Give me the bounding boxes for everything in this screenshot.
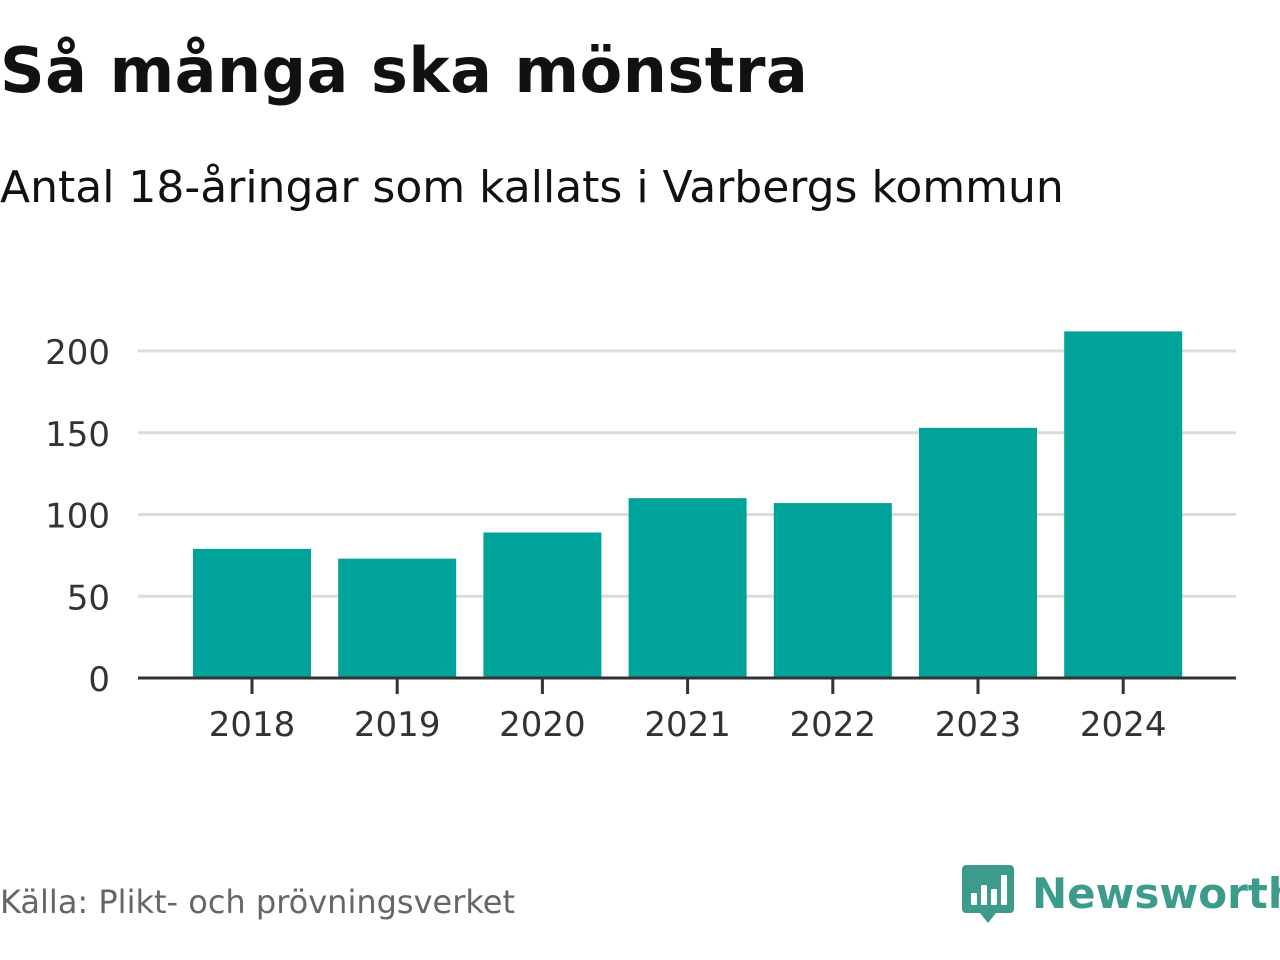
y-tick-label: 0	[88, 660, 110, 700]
brand-logo: Newsworthy	[962, 862, 1280, 926]
bar-chart: 0 50 100 150 200 2018 2019 2020 2021 2022 2023 202…	[45, 331, 1236, 745]
bar-2021	[628, 498, 747, 678]
chart-title: Så många ska mönstra	[0, 34, 809, 107]
bar-2023	[919, 427, 1037, 678]
newsworthy-logo-icon	[962, 865, 1014, 923]
bar-2018	[193, 548, 311, 678]
bar-2020	[483, 532, 602, 678]
x-axis: 2018 2019 2020 2021 2022 2023 2024	[138, 676, 1236, 745]
x-tick-label: 2022	[790, 705, 877, 745]
x-tick-label: 2023	[935, 705, 1022, 745]
x-tick-label: 2020	[499, 705, 586, 745]
x-tick-label: 2021	[644, 705, 731, 745]
brand-name: Newsworthy	[1032, 869, 1280, 918]
bars	[193, 331, 1183, 678]
bar-2022	[773, 503, 892, 678]
x-tick-label: 2019	[354, 705, 441, 745]
y-tick-label: 200	[45, 333, 110, 373]
x-tick-label: 2018	[209, 705, 296, 745]
bar-2024	[1064, 331, 1183, 678]
y-tick-label: 150	[45, 415, 110, 455]
bar-2019	[338, 558, 457, 678]
chart-subtitle: Antal 18-åringar som kallats i Varbergs …	[0, 162, 1064, 213]
x-tick-label: 2024	[1080, 705, 1167, 745]
source-note: Källa: Plikt- och prövningsverket	[0, 883, 515, 921]
y-axis-ticks: 0 50 100 150 200	[45, 333, 110, 700]
y-tick-label: 50	[67, 578, 110, 618]
y-tick-label: 100	[45, 497, 110, 537]
